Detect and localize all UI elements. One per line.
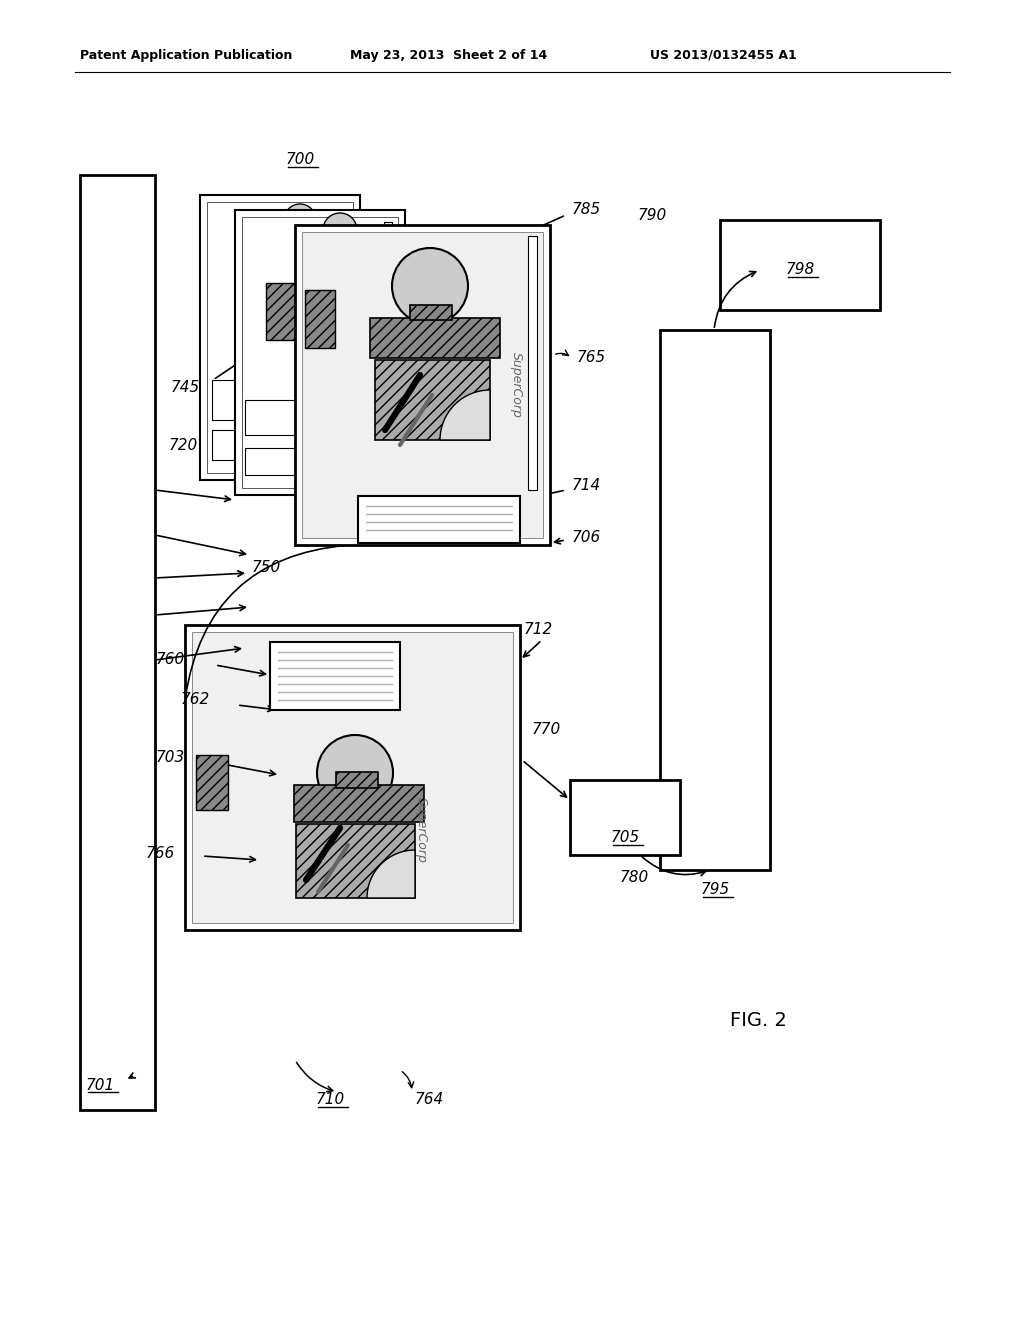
Text: 762: 762 <box>181 693 210 708</box>
Text: 714: 714 <box>572 478 601 492</box>
Text: 706: 706 <box>572 531 601 545</box>
Text: 764: 764 <box>415 1093 444 1107</box>
Bar <box>384 222 392 475</box>
Text: 770: 770 <box>532 722 561 738</box>
Bar <box>266 282 297 341</box>
Text: 700: 700 <box>286 153 314 168</box>
Circle shape <box>284 205 316 236</box>
Text: 701: 701 <box>85 1077 115 1093</box>
Text: 710: 710 <box>315 1093 345 1107</box>
Text: May 23, 2013  Sheet 2 of 14: May 23, 2013 Sheet 2 of 14 <box>350 49 547 62</box>
Bar <box>358 496 520 543</box>
Circle shape <box>392 248 468 323</box>
Text: 712: 712 <box>524 623 553 638</box>
Bar <box>720 220 880 310</box>
Bar <box>570 780 680 855</box>
Bar <box>245 400 295 436</box>
Text: SuperCorp: SuperCorp <box>415 797 428 863</box>
Text: 720: 720 <box>169 437 198 453</box>
Text: 766: 766 <box>145 846 175 861</box>
Text: 795: 795 <box>700 883 730 898</box>
Bar <box>270 642 400 710</box>
Wedge shape <box>440 389 490 440</box>
Bar <box>375 360 490 440</box>
Text: 790: 790 <box>638 207 668 223</box>
Bar <box>245 447 295 475</box>
Bar <box>242 216 398 488</box>
Text: 703: 703 <box>156 750 185 764</box>
Bar <box>410 305 452 319</box>
Text: 705: 705 <box>610 830 640 846</box>
Bar <box>212 380 260 420</box>
Text: FIG. 2: FIG. 2 <box>730 1011 786 1030</box>
Bar <box>295 224 550 545</box>
Bar <box>207 202 353 473</box>
Text: 765: 765 <box>577 351 606 366</box>
Bar <box>660 330 770 870</box>
Bar <box>247 271 278 319</box>
Bar <box>193 632 513 923</box>
Bar <box>296 824 415 898</box>
Bar <box>212 430 260 459</box>
Bar <box>80 176 155 1110</box>
Text: Patent Application Publication: Patent Application Publication <box>80 49 293 62</box>
Wedge shape <box>367 850 415 898</box>
Text: 750: 750 <box>252 560 282 574</box>
Bar <box>336 772 378 788</box>
Bar <box>200 195 360 480</box>
Text: 785: 785 <box>572 202 601 218</box>
Bar <box>234 210 406 495</box>
Bar <box>528 236 537 490</box>
Bar <box>302 232 543 539</box>
Bar <box>370 318 500 358</box>
Text: US 2013/0132455 A1: US 2013/0132455 A1 <box>650 49 797 62</box>
Bar <box>305 290 335 348</box>
Bar <box>196 755 228 810</box>
Bar <box>185 624 520 931</box>
Text: 745: 745 <box>171 380 200 396</box>
Text: 760: 760 <box>156 652 185 668</box>
Circle shape <box>317 735 393 810</box>
Bar <box>294 785 424 822</box>
Text: SuperCorp: SuperCorp <box>510 352 523 418</box>
Circle shape <box>323 213 357 247</box>
Text: 780: 780 <box>620 870 649 884</box>
Text: 798: 798 <box>785 263 815 277</box>
